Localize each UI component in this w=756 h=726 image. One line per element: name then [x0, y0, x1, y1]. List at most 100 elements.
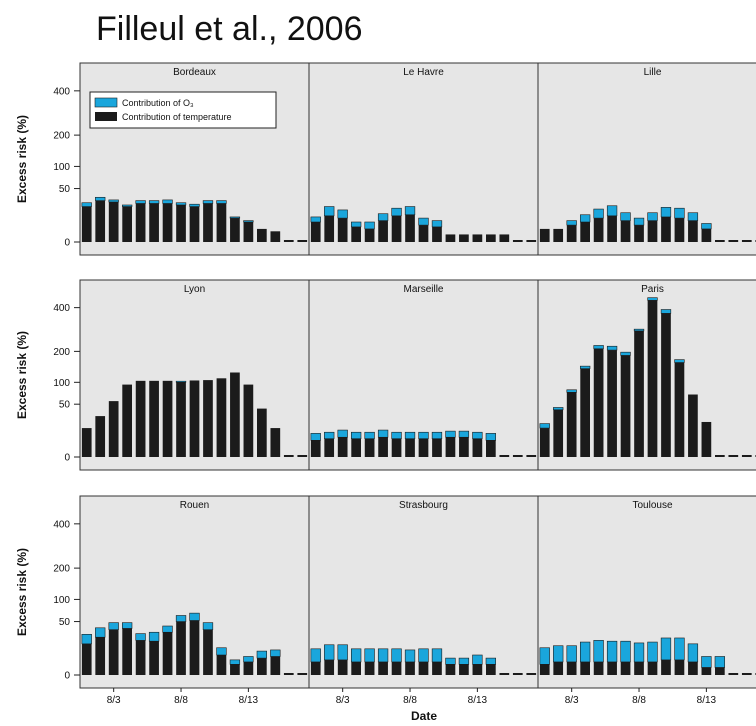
bar-ozone	[350, 431, 362, 440]
bar-ozone	[485, 433, 497, 441]
y-tick-label: 0	[64, 671, 70, 682]
bar-temperature	[432, 438, 442, 457]
bar-temperature	[310, 440, 321, 457]
bar-ozone	[431, 220, 443, 228]
bar-temperature	[674, 659, 685, 675]
bar-ozone	[148, 631, 160, 642]
y-tick-label: 100	[53, 162, 70, 173]
bar-temperature	[472, 664, 483, 675]
bar-ozone	[121, 622, 133, 629]
panel-title: Toulouse	[632, 500, 672, 511]
bar-temperature	[701, 421, 712, 457]
x-tick-label: 8/8	[632, 695, 646, 706]
bar-temperature	[95, 200, 106, 242]
bar-ozone	[593, 208, 604, 219]
bar-temperature	[337, 437, 348, 457]
bar-ozone	[108, 199, 119, 203]
bar-temperature	[620, 220, 631, 242]
bar-temperature	[95, 637, 106, 675]
bar-temperature	[257, 658, 267, 675]
bar-temperature	[432, 226, 442, 242]
bar-temperature	[81, 206, 92, 242]
bar-temperature	[95, 416, 106, 457]
bar-ozone	[539, 647, 550, 665]
bar-ozone	[243, 220, 254, 223]
x-tick-label: 8/3	[336, 695, 350, 706]
bar-ozone	[674, 207, 685, 219]
y-tick-label: 100	[53, 595, 70, 606]
bar-ozone	[108, 622, 119, 630]
bar-temperature	[297, 240, 308, 242]
bar-ozone	[121, 204, 133, 207]
bar-temperature	[351, 438, 361, 457]
bar-temperature	[512, 455, 523, 457]
bar-temperature	[176, 382, 186, 457]
bar-temperature	[270, 428, 281, 457]
bar-temperature	[405, 661, 415, 675]
bar-ozone	[175, 615, 187, 622]
bar-ozone	[81, 202, 92, 207]
bar-ozone	[337, 429, 348, 438]
bar-temperature	[310, 222, 321, 242]
bar-ozone	[350, 648, 362, 663]
bar-ozone	[472, 431, 483, 440]
bar-ozone	[701, 656, 712, 668]
bar-ozone	[364, 221, 375, 230]
bar-temperature	[634, 661, 644, 675]
bar-temperature	[230, 372, 240, 457]
bar-ozone	[256, 650, 268, 659]
bar-temperature	[741, 455, 752, 457]
panel-title: Bordeaux	[173, 67, 216, 78]
y-tick-label: 50	[59, 617, 71, 628]
x-axis-label: Date	[411, 709, 437, 723]
bar-ozone	[458, 657, 470, 665]
bar-temperature	[580, 222, 590, 242]
bar-ozone	[135, 633, 146, 641]
y-tick-label: 200	[53, 564, 70, 575]
bar-temperature	[741, 673, 752, 675]
bar-temperature	[512, 673, 523, 675]
bar-temperature	[593, 661, 604, 675]
bar-ozone	[175, 380, 187, 383]
y-tick-label: 200	[53, 131, 70, 142]
bar-temperature	[566, 392, 577, 457]
legend-label-temperature: Contribution of temperature	[122, 112, 232, 122]
bar-ozone	[81, 633, 92, 645]
bar-temperature	[310, 661, 321, 675]
bar-ozone	[189, 612, 200, 621]
bar-temperature	[647, 661, 658, 675]
bar-ozone	[701, 223, 712, 230]
panel-title: Lyon	[184, 284, 205, 295]
bar-temperature	[283, 455, 294, 457]
bar-temperature	[391, 215, 402, 242]
bar-temperature	[108, 202, 119, 242]
bar-temperature	[230, 218, 240, 242]
bar-temperature	[593, 348, 604, 457]
bar-ozone	[566, 389, 577, 393]
bar-ozone	[229, 216, 241, 219]
bar-temperature	[661, 659, 671, 675]
bar-temperature	[230, 664, 240, 675]
bar-temperature	[459, 664, 469, 675]
bar-ozone	[243, 656, 254, 663]
bar-temperature	[149, 380, 159, 457]
bar-ozone	[660, 637, 672, 661]
bar-temperature	[499, 455, 510, 457]
bar-ozone	[687, 643, 699, 663]
bar-temperature	[688, 661, 698, 675]
bar-ozone	[606, 640, 618, 663]
bar-ozone	[687, 212, 699, 221]
bar-temperature	[337, 659, 348, 675]
bar-temperature	[270, 656, 281, 675]
bar-temperature	[715, 240, 725, 242]
y-tick-label: 50	[59, 184, 71, 195]
bar-ozone	[216, 647, 227, 656]
bar-temperature	[324, 215, 335, 242]
bar-ozone	[418, 648, 429, 663]
bar-ozone	[566, 645, 577, 663]
bar-temperature	[243, 661, 254, 675]
bar-ozone	[270, 649, 281, 657]
legend-swatch-temperature	[95, 112, 117, 121]
bar-ozone	[310, 216, 321, 223]
bar-temperature	[445, 664, 456, 675]
